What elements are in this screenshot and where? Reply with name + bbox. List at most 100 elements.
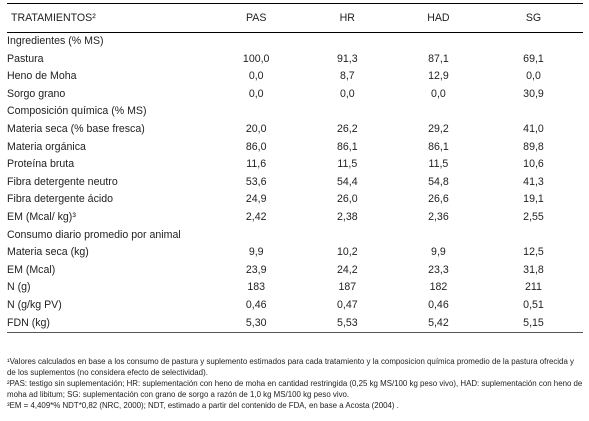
table-cell [211,33,302,51]
table-cell: 10,6 [523,158,544,171]
table-cell [484,33,583,51]
table-cell: 0,47 [337,298,358,311]
table-row: N (g) 183 187 182 211 [7,279,583,297]
table-cell: 0,0 [339,87,355,100]
header-had: HAD [392,3,484,33]
table-cell: 5,15 [483,314,583,334]
table-cell [393,103,484,121]
table-row: Materia orgánica 86,0 86,1 86,1 89,8 [7,139,583,157]
table-cell: 87,1 [428,52,449,65]
table-cell: 0,46 [245,298,267,311]
section-label: Composición química (% MS) [7,105,147,118]
row-label: FDN (kg) [7,314,211,334]
table-cell: 0,0 [248,87,264,100]
table-cell: 2,36 [428,210,449,223]
table-cell [484,103,583,121]
table-cell: 30,9 [523,87,544,100]
row-label: Materia orgánica [7,140,86,153]
table-cell: 12,9 [428,70,449,83]
footnote-2: ²PAS: testigo sin suplementación; HR: su… [7,379,583,399]
section-label: Consumo diario promedio por animal [7,228,181,241]
row-label: N (g/kg PV) [7,298,62,311]
table-cell [393,227,484,245]
table-cell: 11,6 [246,158,267,171]
table-cell: 41,3 [523,175,544,188]
section-row: Ingredientes (% MS) [7,33,583,51]
table-row: Materia seca (kg) 9,9 10,2 9,9 12,5 [7,244,583,262]
table-cell: 10,2 [337,246,358,259]
row-label: EM (Mcal) [7,263,56,276]
table-cell: 86,1 [337,140,358,153]
table-cell: 100,0 [242,52,270,65]
table-cell: 9,9 [248,246,264,259]
row-label: Fibra detergente neutro [7,175,118,188]
table-cell: 0,0 [431,87,446,100]
table-cell: 9,9 [431,246,446,259]
table-row: Fibra detergente ácido 24,9 26,0 26,6 19… [7,191,583,209]
table-cell [484,227,583,245]
table-row: Proteína bruta 11,6 11,5 11,5 10,6 [7,156,583,174]
table-cell: 41,0 [523,122,544,135]
table-cell [302,103,393,121]
table-cell: 20,0 [245,122,267,135]
table-cell: 182 [429,281,448,294]
row-label: Fibra detergente ácido [7,193,114,206]
table-row: EM (Mcal) 23,9 24,2 23,3 31,8 [7,262,583,280]
table-cell [302,33,393,51]
table-cell: 29,2 [428,122,449,135]
table-cell: 26,6 [428,193,449,206]
header-sg: SG [483,3,583,33]
row-label: Heno de Moha [7,70,77,83]
header-tratamientos: TRATAMIENTOS² [7,3,211,33]
row-label: Proteína bruta [7,158,75,171]
table-cell: 211 [525,281,542,294]
table-cell: 187 [338,281,357,294]
header-pas: PAS [210,3,302,33]
table-cell: 19,1 [523,193,544,206]
section-row: Composición química (% MS) [7,103,583,121]
table-cell: 8,7 [339,70,355,83]
row-label: EM (Mcal/ kg)³ [7,210,76,223]
table-cell [393,33,484,51]
table-cell [211,103,302,121]
table-cell: 11,5 [337,158,358,171]
table-cell: 54,8 [428,175,449,188]
section-label: Ingredientes (% MS) [7,35,104,47]
table-cell: 91,3 [337,52,358,65]
table-cell: 23,3 [428,263,449,276]
footnote-1: ¹Valores calculados en base a los consum… [7,357,574,377]
table-cell: 24,2 [337,263,358,276]
row-label: Pastura [7,52,44,65]
table-cell: 53,6 [245,175,267,188]
table-cell: 12,5 [523,246,544,259]
table-cell: 0,46 [428,298,449,311]
table-cell: 24,9 [245,193,267,206]
table-cell: 5,42 [392,314,484,334]
header-hr: HR [301,3,393,33]
table-cell: 23,9 [245,263,267,276]
table-cell: 86,0 [245,140,267,153]
table-cell: 5,53 [301,314,393,334]
table-row: N (g/kg PV) 0,46 0,47 0,46 0,51 [7,297,583,315]
table-cell: 26,0 [337,193,358,206]
table-cell [302,227,393,245]
table-row: Pastura 100,0 91,3 87,1 69,1 [7,51,583,69]
table-cell: 0,0 [248,70,264,83]
table-row: Materia seca (% base fresca) 20,0 26,2 2… [7,121,583,139]
table-cell: 69,1 [523,52,544,65]
table-cell: 54,4 [337,175,358,188]
table-cell: 2,38 [337,210,358,223]
row-label: Materia seca (kg) [7,246,89,259]
table-footnotes: ¹Valores calculados en base a los consum… [7,356,583,411]
table-row: Sorgo grano 0,0 0,0 0,0 30,9 [7,86,583,104]
section-row: Consumo diario promedio por animal [7,227,583,245]
table-row: Heno de Moha 0,0 8,7 12,9 0,0 [7,68,583,86]
nutrition-table: TRATAMIENTOS² PAS HR HAD SG Ingredientes… [7,3,583,334]
row-label: Sorgo grano [7,87,66,100]
table-cell: 2,55 [523,210,544,223]
table-cell: 0,51 [523,298,544,311]
table-cell: 26,2 [337,122,358,135]
table-header-row: TRATAMIENTOS² PAS HR HAD SG [7,3,583,33]
table-cell: 31,8 [523,263,544,276]
table-cell: 2,42 [245,210,267,223]
